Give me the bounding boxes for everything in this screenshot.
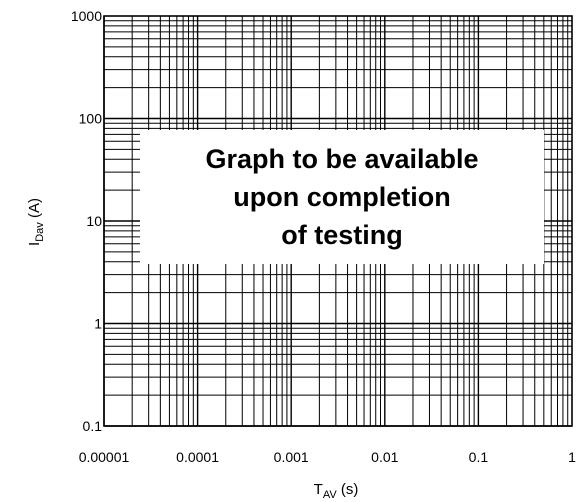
notice-line: upon completion (233, 182, 450, 212)
x-tick-label: 1 (568, 449, 576, 465)
availability-notice: Graph to be available upon completion of… (140, 130, 544, 264)
x-tick-label: 0.001 (274, 449, 309, 465)
y-tick-label: 100 (79, 111, 103, 127)
x-tick-label: 0.0001 (176, 449, 219, 465)
y-tick-label: 1 (94, 316, 102, 332)
x-axis-label-suffix: (s) (337, 481, 359, 498)
y-axis-label-sub: Dav (34, 222, 46, 242)
x-tick-labels: 0.00001 0.0001 0.001 0.01 0.1 1 (79, 449, 576, 465)
y-tick-label: 1000 (71, 8, 102, 24)
x-axis-label: TAV (s) (314, 481, 359, 501)
plot-frame (103, 15, 573, 427)
notice-box (140, 130, 544, 264)
y-axis-label-suffix: (A) (26, 198, 43, 222)
notice-line: of testing (281, 220, 403, 250)
x-tick-label: 0.1 (469, 449, 489, 465)
notice-line: Graph to be available (205, 144, 478, 174)
x-axis-label-sub: AV (323, 489, 338, 501)
y-tick-labels: 1000 100 10 1 0.1 (71, 8, 102, 434)
y-tick-label: 10 (86, 213, 102, 229)
x-tick-label: 0.00001 (79, 449, 130, 465)
y-axis-label: IDav (A) (26, 198, 46, 246)
x-axis-label-main: T (314, 481, 323, 498)
y-tick-label: 0.1 (83, 418, 103, 434)
y-axis-label-main: I (26, 242, 43, 246)
x-tick-label: 0.01 (371, 449, 398, 465)
